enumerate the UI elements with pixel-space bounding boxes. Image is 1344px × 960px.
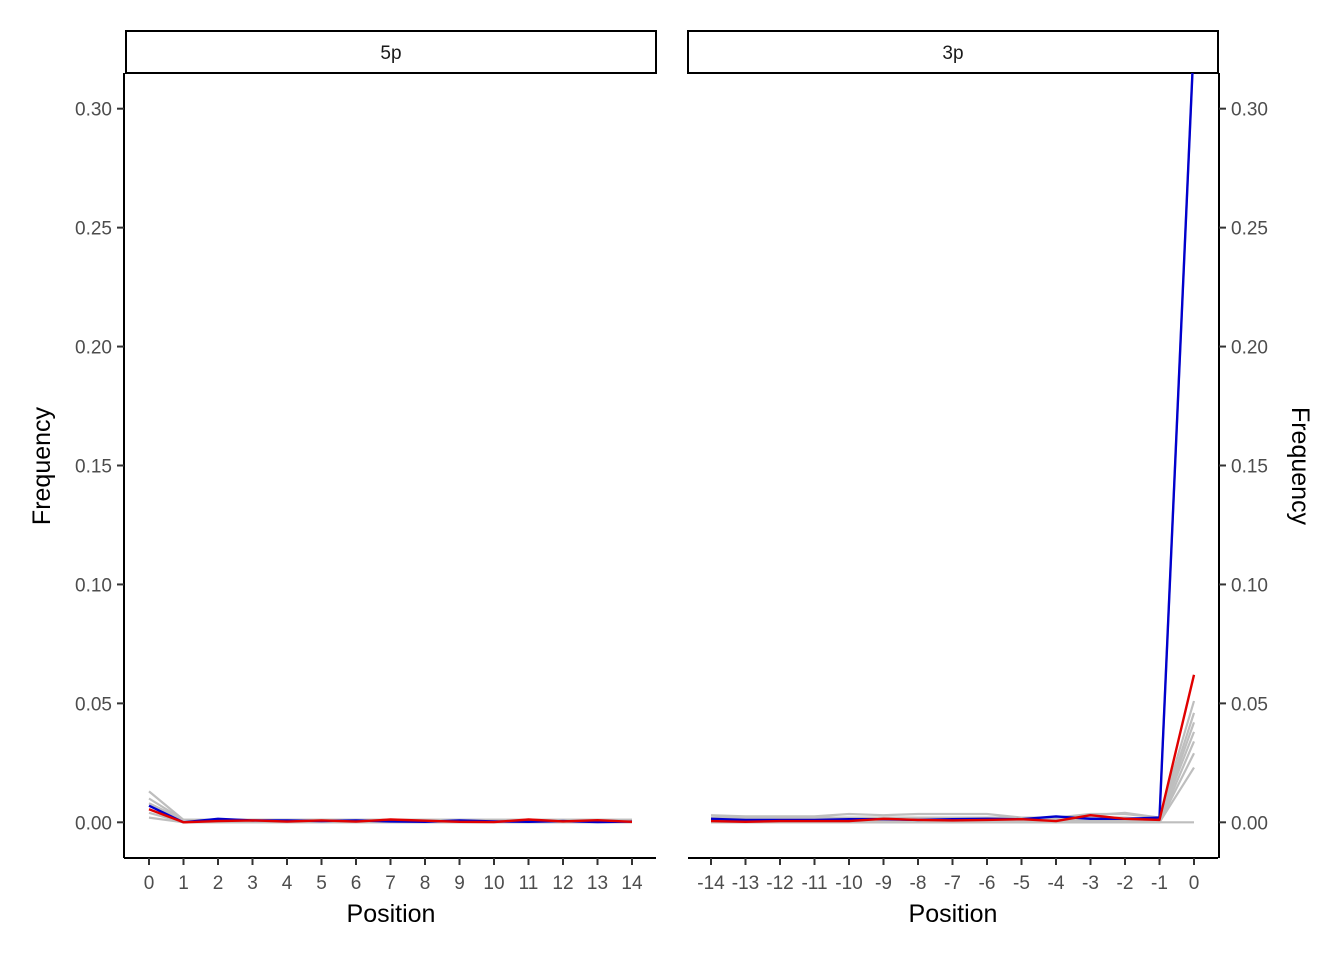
strip-label-5p: 5p: [380, 43, 401, 64]
x-tick-label-5p-1: 1: [178, 873, 189, 894]
y-axis-title-left: Frequency: [28, 406, 56, 525]
y-tick-label-right-2: 0.10: [1231, 575, 1268, 596]
y-tick-label-right-6: 0.30: [1231, 100, 1268, 121]
y-tick-label-left-4: 0.20: [75, 338, 112, 359]
y-tick-label-left-6: 0.30: [75, 100, 112, 121]
x-tick-label-5p-11: 11: [519, 873, 539, 894]
x-tick-label-5p-2: 2: [213, 873, 224, 894]
panel-3p: 3p -14 -13 -12 -11 -10 -9 -8 -7 -6 -5 -4 -3 -2 -1 0 0.…: [687, 30, 1268, 928]
panel-5p: 5p 0 1 2 3 4 5 6 7 8 9 10 11 12 13 14 0.000.050.100.15…: [75, 30, 657, 928]
x-tick-label-5p-9: 9: [454, 873, 465, 894]
series-line-3p-grey-4: [711, 731, 1196, 822]
x-axis-title-3p: Position: [909, 900, 998, 928]
x-tick-label-5p-3: 3: [247, 873, 258, 894]
x-tick-label-3p-10: -4: [1048, 873, 1065, 894]
x-tick-label-3p-11: -3: [1082, 873, 1099, 894]
series-line-5p-grey-2: [148, 802, 632, 822]
series-line-3p-grey-5: [711, 740, 1196, 824]
series-line-3p-grey-2: [711, 712, 1196, 822]
x-tick-label-5p-4: 4: [282, 873, 293, 894]
y-axis-left: 0.00 0.05 0.10 0.15 0.20 0.25 0.30: [75, 73, 125, 858]
strip-label-3p: 3p: [942, 43, 963, 64]
x-tick-label-3p-2: -12: [766, 873, 793, 894]
y-tick-label-left-0: 0.00: [75, 813, 112, 834]
series-line-3p-grey-0: [710, 73, 1194, 819]
x-tick-label-5p-7: 7: [385, 873, 396, 894]
series-group-5p: [148, 790, 633, 824]
series-line-5p-grey-0: [148, 790, 632, 822]
x-tick-label-5p-6: 6: [351, 873, 362, 894]
y-tick-label-right-1: 0.05: [1231, 694, 1268, 715]
x-tick-label-5p-8: 8: [420, 873, 431, 894]
series-line-5p-grey-1: [148, 797, 632, 822]
series-line-3p-blue-9: [710, 73, 1194, 822]
strip-3p: [687, 30, 1219, 74]
x-tick-label-3p-5: -9: [875, 873, 892, 894]
x-tick-label-5p-14: 14: [621, 873, 643, 894]
x-tick-label-3p-3: -11: [801, 873, 827, 894]
series-line-3p-grey-1: [711, 700, 1196, 819]
y-tick-label-right-4: 0.20: [1231, 338, 1268, 359]
x-tick-label-3p-6: -8: [910, 873, 927, 894]
series-line-3p-red-10: [710, 674, 1196, 823]
x-tick-label-5p-12: 12: [552, 873, 573, 894]
x-tick-label-3p-14: 0: [1189, 873, 1200, 894]
x-tick-label-3p-7: -7: [944, 873, 961, 894]
x-axis-title-5p: Position: [347, 900, 436, 928]
x-tick-label-3p-13: -1: [1151, 873, 1168, 894]
strip-5p: [125, 30, 657, 74]
x-tick-label-5p-10: 10: [483, 873, 504, 894]
x-tick-label-5p-0: 0: [144, 873, 155, 894]
y-tick-label-left-5: 0.25: [75, 219, 112, 240]
x-tick-label-3p-4: -10: [835, 873, 862, 894]
y-tick-label-left-1: 0.05: [75, 694, 112, 715]
y-tick-label-left-3: 0.15: [75, 457, 112, 478]
y-tick-label-right-5: 0.25: [1231, 219, 1268, 240]
y-axis-right: 0.00 0.05 0.10 0.15 0.20 0.25 0.30: [1218, 73, 1268, 858]
x-tick-label-3p-9: -5: [1013, 873, 1030, 894]
x-tick-label-3p-12: -2: [1117, 873, 1134, 894]
x-axis-3p: -14 -13 -12 -11 -10 -9 -8 -7 -6 -5 -4 -3 -2 -1 0: [688, 857, 1218, 894]
series-group-3p: [710, 73, 1196, 824]
x-tick-label-3p-1: -13: [732, 873, 759, 894]
series-line-3p-grey-3: [711, 722, 1196, 822]
y-tick-label-right-3: 0.15: [1231, 457, 1268, 478]
series-line-5p-red-6: [148, 808, 633, 824]
y-axis-title-right: Frequency: [1286, 407, 1314, 526]
x-tick-label-5p-13: 13: [587, 873, 608, 894]
x-tick-label-3p-8: -6: [979, 873, 996, 894]
x-tick-label-3p-0: -14: [697, 873, 725, 894]
x-tick-label-5p-5: 5: [316, 873, 327, 894]
y-tick-label-right-0: 0.00: [1231, 813, 1268, 834]
y-tick-label-left-2: 0.10: [75, 575, 112, 596]
x-axis-5p: 0 1 2 3 4 5 6 7 8 9 10 11 12 13 14: [124, 857, 656, 894]
